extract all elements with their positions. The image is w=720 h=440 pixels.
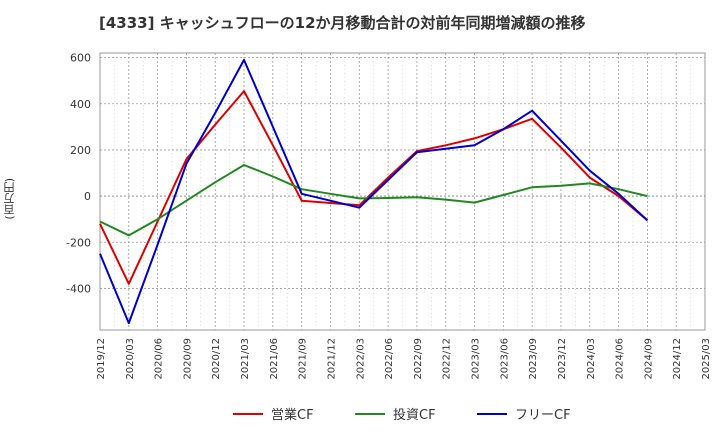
x-tick-label: 2019/12 bbox=[96, 338, 107, 380]
chart-title: [4333] キャッシュフローの12か月移動合計の対前年同期増減額の推移 bbox=[99, 14, 586, 32]
x-tick-label: 2020/03 bbox=[125, 338, 136, 380]
y-tick-label: 200 bbox=[70, 144, 91, 157]
x-tick-label: 2024/09 bbox=[643, 338, 654, 380]
legend-label: 投資CF bbox=[393, 407, 436, 423]
x-tick-label: 2023/12 bbox=[557, 338, 568, 380]
x-tick-label: 2021/12 bbox=[326, 338, 337, 380]
x-tick-label: 2021/03 bbox=[240, 338, 251, 380]
series-line-投資CF bbox=[99, 164, 648, 237]
x-tick-label: 2020/12 bbox=[211, 338, 222, 380]
x-tick-label: 2023/03 bbox=[471, 338, 482, 380]
x-tick-label: 2022/06 bbox=[384, 338, 395, 380]
series-line-フリーCF bbox=[99, 58, 649, 325]
x-tick-label: 2020/06 bbox=[154, 338, 165, 380]
x-tick-label: 2021/06 bbox=[269, 338, 280, 380]
x-tick-label: 2022/09 bbox=[413, 338, 424, 380]
x-tick-label: 2024/03 bbox=[586, 338, 597, 380]
x-tick-label: 2020/09 bbox=[182, 338, 193, 380]
x-tick-label: 2022/12 bbox=[442, 338, 453, 380]
x-tick-label: 2024/12 bbox=[672, 338, 683, 380]
x-tick-label: 2023/06 bbox=[499, 338, 510, 380]
y-tick-label: -400 bbox=[66, 282, 91, 295]
x-tick-label: 2025/03 bbox=[701, 338, 712, 380]
legend-label: 営業CF bbox=[271, 407, 314, 423]
x-tick-label: 2024/06 bbox=[615, 338, 626, 380]
x-tick-label: 2023/09 bbox=[528, 338, 539, 380]
y-tick-label: -200 bbox=[66, 236, 91, 249]
y-tick-label: 400 bbox=[70, 98, 91, 111]
y-tick-label: 600 bbox=[70, 52, 91, 65]
x-tick-label: 2022/03 bbox=[355, 338, 366, 380]
legend-label: フリーCF bbox=[515, 408, 571, 423]
x-tick-label: 2021/09 bbox=[298, 338, 309, 380]
y-tick-label: 0 bbox=[84, 190, 91, 203]
